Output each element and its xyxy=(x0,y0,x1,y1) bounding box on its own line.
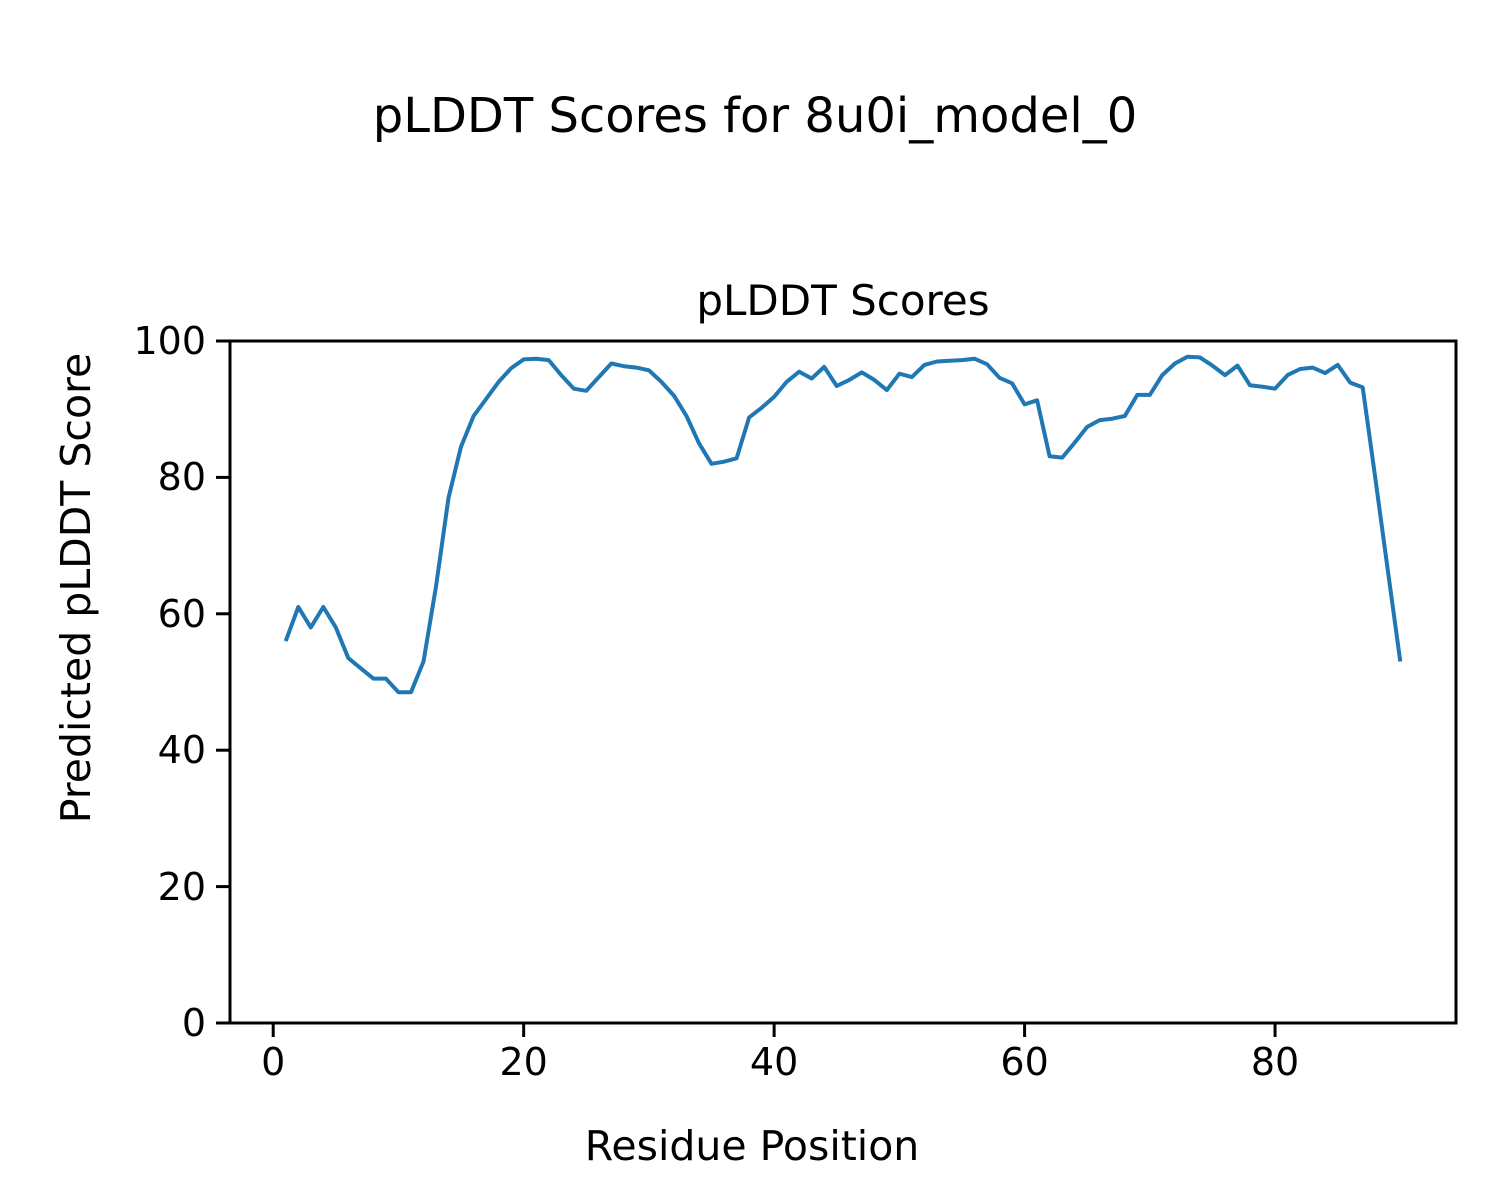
x-axis-label: Residue Position xyxy=(584,1122,920,1170)
tick-marks xyxy=(216,339,1277,1037)
x-tick-label: 40 xyxy=(749,1040,799,1084)
figure-suptitle: pLDDT Scores for 8u0i_model_0 xyxy=(372,88,1138,144)
y-tick-label: 60 xyxy=(157,591,206,636)
axes-box xyxy=(228,339,1458,1025)
y-tick-label: 40 xyxy=(157,728,206,773)
x-tick-label: 60 xyxy=(1000,1040,1049,1084)
x-tick-label: 20 xyxy=(499,1040,548,1084)
x-tick-label: 80 xyxy=(1250,1040,1300,1084)
y-tick-label: 0 xyxy=(181,1001,206,1045)
plddt-series-line xyxy=(283,354,1403,695)
y-tick-label: 100 xyxy=(133,319,206,363)
axes-title: pLDDT Scores xyxy=(696,276,990,325)
x-tick-label: 0 xyxy=(261,1040,286,1084)
y-tick-label: 80 xyxy=(157,455,206,500)
y-tick-label: 20 xyxy=(157,864,206,909)
y-axis-label: Predicted pLDDT Score xyxy=(52,352,100,824)
